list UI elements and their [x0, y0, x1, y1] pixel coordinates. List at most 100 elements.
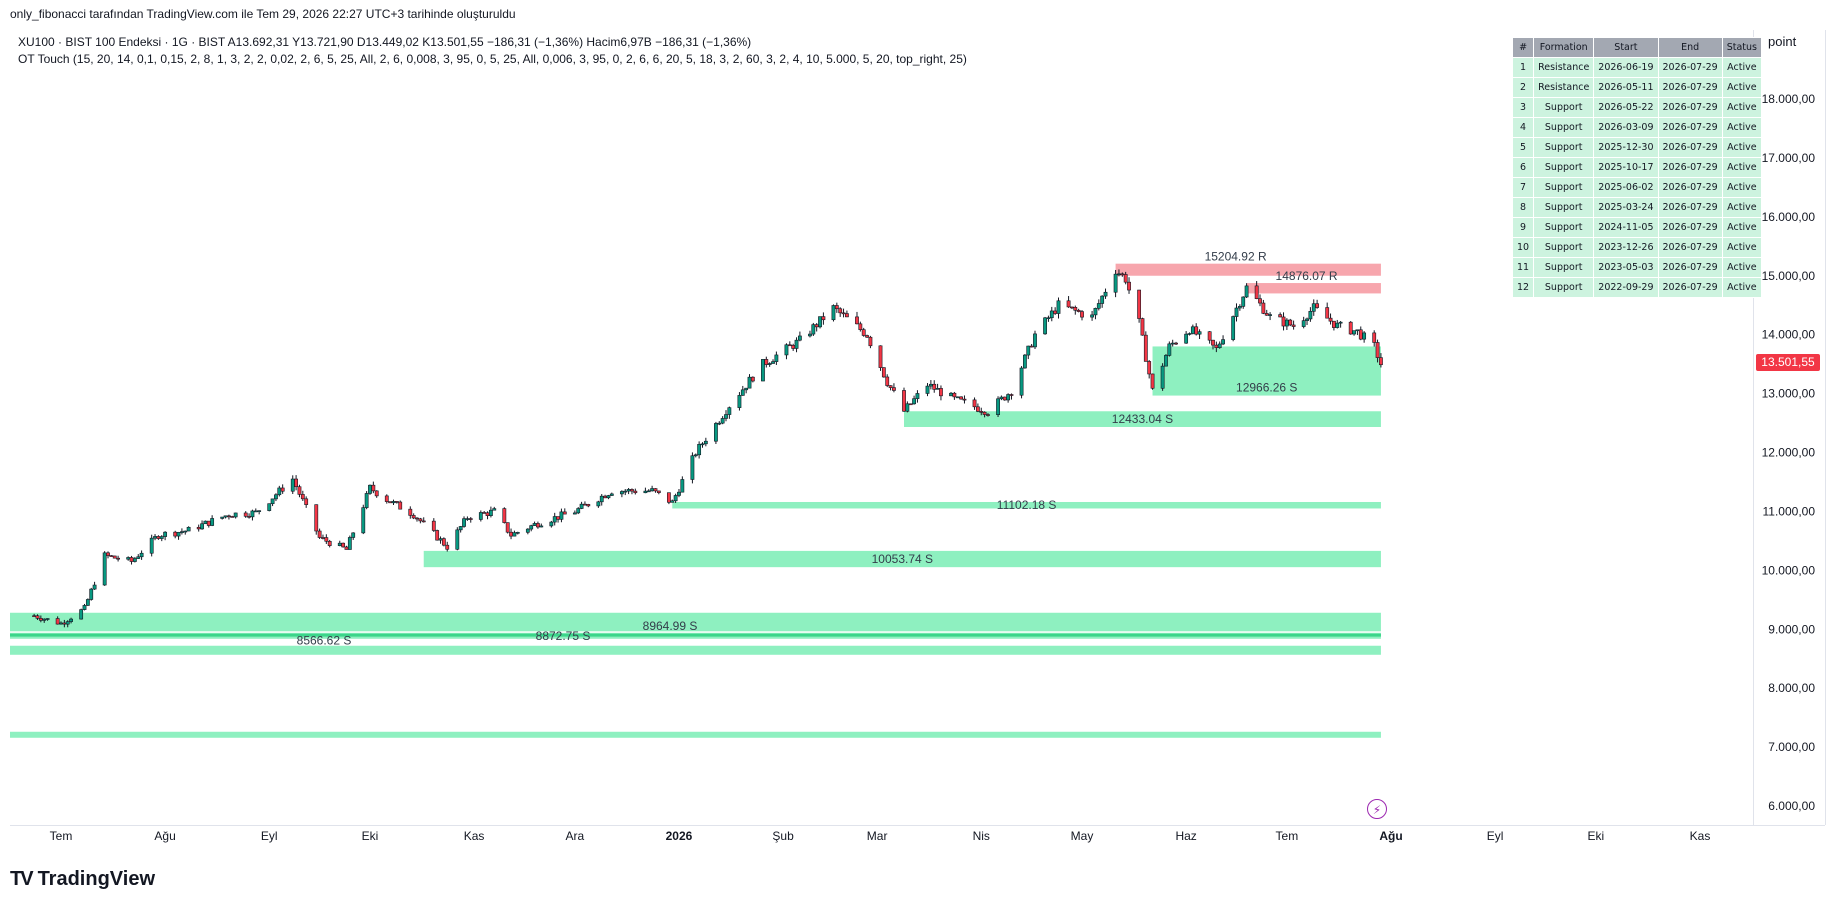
candle: [126, 556, 131, 561]
table-cell: 2026-07-29: [1657, 277, 1723, 298]
candle: [767, 362, 772, 367]
candle: [159, 535, 164, 542]
candle: [1147, 360, 1152, 379]
y-tick-label: 18.000,00: [1762, 92, 1816, 106]
candle: [462, 516, 466, 528]
candle: [280, 484, 285, 494]
table-cell: Support: [1533, 217, 1595, 238]
candle: [391, 499, 396, 505]
table-cell: 2025-06-02: [1593, 177, 1659, 198]
candle: [327, 539, 332, 548]
candle: [858, 321, 863, 332]
candle: [1137, 289, 1142, 323]
y-tick-label: 11.000,00: [1763, 504, 1816, 518]
candle: [505, 522, 510, 534]
support-zone[interactable]: [672, 501, 1381, 509]
candle: [1362, 331, 1367, 343]
candle: [653, 488, 658, 493]
candle: [1150, 373, 1155, 390]
candle: [717, 421, 722, 426]
x-tick-label: Ara: [566, 829, 585, 843]
candle: [445, 541, 450, 552]
candle: [314, 504, 319, 535]
candle: [468, 517, 473, 523]
candle: [552, 512, 557, 526]
candle: [274, 493, 278, 502]
candle: [1167, 341, 1172, 357]
candle: [935, 383, 940, 390]
candle: [1261, 299, 1266, 315]
candle: [156, 535, 161, 540]
support-zone[interactable]: [10, 612, 1381, 632]
candle: [881, 367, 886, 378]
zone-label: 11102.18 S: [997, 498, 1057, 512]
y-tick-label: 9.000,00: [1768, 622, 1815, 636]
candle: [1066, 296, 1071, 308]
table-header-cell: Start: [1593, 37, 1659, 58]
table-header-cell: End: [1657, 37, 1723, 58]
candle: [79, 608, 84, 620]
candle: [109, 555, 114, 557]
candle: [955, 396, 960, 399]
chart-caption: only_fibonacci tarafından TradingView.co…: [10, 7, 516, 21]
support-zone[interactable]: [1152, 346, 1381, 396]
zone-label: 12433.04 S: [1112, 412, 1173, 426]
lightning-icon[interactable]: ⚡: [1367, 799, 1387, 819]
zone-label: 8872.75 S: [536, 629, 591, 643]
table-cell: 6: [1511, 157, 1535, 178]
candle: [1187, 332, 1192, 336]
candle: [1023, 354, 1027, 369]
candle: [173, 530, 178, 539]
support-zone[interactable]: [10, 645, 1381, 655]
tradingview-logo-icon: TV: [10, 868, 34, 890]
candle: [35, 614, 40, 620]
table-row: 7 Support 2025-06-02 2026-07-29 Active: [1511, 177, 1763, 198]
candle: [364, 491, 369, 510]
table-cell: Support: [1533, 137, 1595, 158]
candle: [153, 534, 157, 541]
candle: [603, 494, 607, 499]
candle: [270, 498, 275, 507]
candle: [1284, 318, 1289, 330]
candle: [116, 555, 120, 562]
candle: [1241, 296, 1246, 309]
table-cell: Support: [1533, 97, 1595, 118]
support-zone[interactable]: [10, 731, 1381, 738]
candle: [227, 514, 231, 520]
tradingview-logo[interactable]: TV TradingView: [10, 868, 155, 891]
candle: [1043, 316, 1047, 335]
table-cell: 2026-07-29: [1657, 197, 1723, 218]
candle: [690, 452, 695, 484]
support-zone[interactable]: [423, 550, 1381, 568]
candle: [982, 411, 987, 418]
candle: [243, 511, 248, 518]
support-zone[interactable]: [904, 411, 1381, 427]
candle: [972, 397, 977, 410]
time-axis-separator: [10, 825, 1825, 826]
candle: [55, 616, 60, 625]
candle: [818, 316, 822, 329]
candle: [855, 311, 859, 325]
indicator-legend[interactable]: OT Touch (15, 20, 14, 0,1, 0,15, 2, 8, 1…: [18, 52, 967, 66]
candle: [623, 489, 628, 496]
price-scale-button[interactable]: point: [1768, 34, 1797, 49]
table-cell: 4: [1511, 117, 1535, 138]
candle: [646, 489, 651, 493]
table-row: 3 Support 2026-05-22 2026-07-29 Active: [1511, 97, 1763, 118]
candle: [1053, 307, 1058, 315]
candle: [92, 581, 97, 590]
resistance-zone[interactable]: [1246, 283, 1381, 294]
resistance-zone[interactable]: [1115, 263, 1381, 276]
x-tick-label: Ağu: [1379, 829, 1402, 843]
symbol-legend[interactable]: XU100 · BIST 100 Endeksi · 1G · BIST A13…: [18, 35, 752, 49]
table-row: 5 Support 2025-12-30 2026-07-29 Active: [1511, 137, 1763, 158]
candle: [1355, 329, 1360, 336]
candle: [861, 327, 866, 337]
candle: [290, 475, 295, 494]
x-tick-label: Nis: [973, 829, 990, 843]
table-cell: Active: [1721, 237, 1763, 258]
candle: [939, 385, 943, 401]
candle: [572, 510, 577, 515]
candle: [1207, 331, 1212, 344]
